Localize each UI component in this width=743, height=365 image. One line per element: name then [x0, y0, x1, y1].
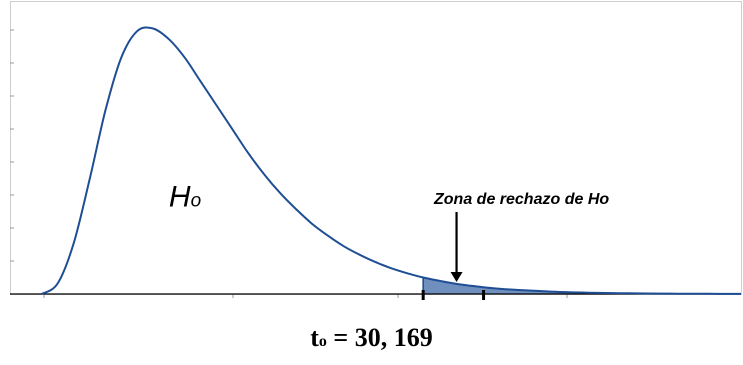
- y-axis-ticks: [10, 29, 14, 262]
- density-curve: [41, 26, 741, 295]
- null-hypothesis-label: Ho: [169, 180, 201, 213]
- arrow-head-icon: [450, 272, 463, 283]
- x-axis-ticks: [43, 294, 568, 298]
- t-value: = 30, 169: [326, 323, 433, 352]
- rejection-zone-label: Zona de rechazo de Ho: [433, 191, 609, 208]
- test-statistic-value: to = 30, 169: [0, 323, 743, 353]
- t-symbol: t: [310, 323, 319, 352]
- t-subscript: o: [318, 333, 327, 350]
- plot-frame: [10, 1, 742, 295]
